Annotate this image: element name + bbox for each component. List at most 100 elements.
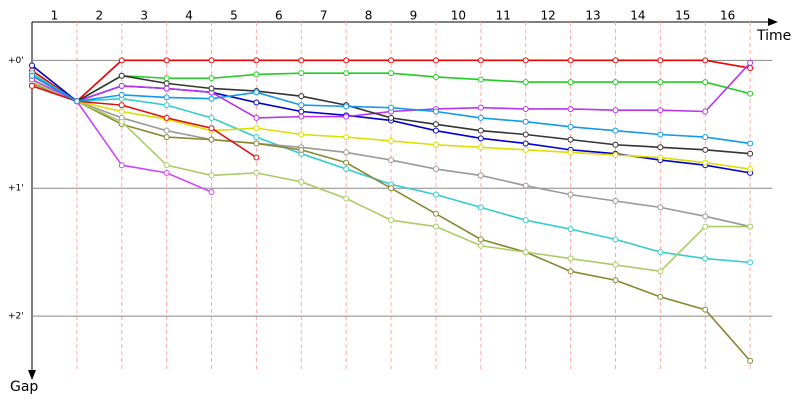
point [298, 113, 305, 120]
point [253, 89, 260, 96]
point [747, 223, 754, 230]
point [747, 90, 754, 97]
point [747, 65, 754, 72]
x-tick-label: 1 [51, 9, 59, 23]
point [477, 236, 484, 243]
point [612, 198, 619, 204]
point [343, 70, 350, 77]
point [702, 159, 709, 166]
point [208, 75, 215, 82]
point [702, 255, 709, 262]
point [163, 169, 170, 176]
x-tick-label: 10 [451, 9, 466, 23]
point [432, 223, 439, 230]
point [163, 134, 170, 141]
point [477, 204, 484, 211]
x-tick-label: 2 [96, 9, 104, 23]
point [208, 189, 215, 196]
point [702, 134, 709, 141]
point [118, 82, 125, 89]
point [477, 127, 484, 134]
point [657, 57, 664, 64]
point [522, 118, 529, 125]
point [432, 166, 439, 173]
point [432, 127, 439, 134]
y-tick-label: +1' [8, 184, 24, 194]
point [702, 108, 709, 115]
point [657, 204, 664, 211]
x-tick-label: 3 [140, 9, 148, 23]
point [702, 306, 709, 313]
point [163, 102, 170, 109]
x-tick-label: 4 [185, 9, 193, 23]
point [702, 57, 709, 64]
point [612, 151, 619, 158]
point [208, 57, 215, 64]
point [253, 57, 260, 64]
point [567, 226, 574, 233]
x-tick-label: 5 [230, 9, 238, 23]
point [657, 268, 664, 275]
point [747, 357, 754, 364]
point [522, 146, 529, 153]
point [657, 293, 664, 300]
point [567, 57, 574, 64]
point [163, 80, 170, 87]
x-axis-title: Time [756, 28, 791, 44]
point [208, 136, 215, 143]
point [567, 123, 574, 130]
point [702, 146, 709, 153]
point [477, 242, 484, 249]
point [163, 85, 170, 92]
point [567, 268, 574, 275]
x-tick-label: 15 [675, 9, 690, 23]
point [208, 85, 215, 92]
point [388, 57, 395, 64]
point [343, 57, 350, 64]
point [477, 172, 484, 179]
x-tick-label: 16 [720, 9, 735, 23]
point [747, 140, 754, 147]
point [522, 105, 529, 112]
point [477, 57, 484, 64]
point [208, 172, 215, 179]
point [208, 125, 215, 132]
point [567, 255, 574, 262]
point [612, 277, 619, 284]
point [477, 135, 484, 142]
point [477, 104, 484, 111]
point [612, 127, 619, 134]
point [253, 140, 260, 147]
point [208, 95, 215, 102]
point [702, 213, 709, 220]
point [163, 94, 170, 101]
point [29, 72, 35, 79]
point [567, 105, 574, 112]
point [432, 73, 439, 80]
point [253, 71, 260, 78]
point [298, 131, 305, 138]
point [253, 169, 260, 176]
y-tick-label: +0' [8, 56, 24, 66]
point [163, 75, 170, 82]
point [747, 150, 754, 157]
point [432, 191, 439, 198]
point [522, 182, 529, 189]
point [298, 102, 305, 109]
point [432, 108, 439, 115]
point [477, 144, 484, 151]
point [343, 159, 350, 166]
point [298, 93, 305, 100]
x-tick-label: 13 [585, 9, 600, 23]
point [657, 154, 664, 161]
point [567, 191, 574, 198]
point [747, 259, 754, 266]
point [612, 57, 619, 64]
point [118, 108, 125, 115]
point [118, 57, 125, 64]
point [298, 146, 305, 153]
point [432, 141, 439, 148]
x-arrow [768, 18, 778, 26]
point [253, 99, 260, 106]
